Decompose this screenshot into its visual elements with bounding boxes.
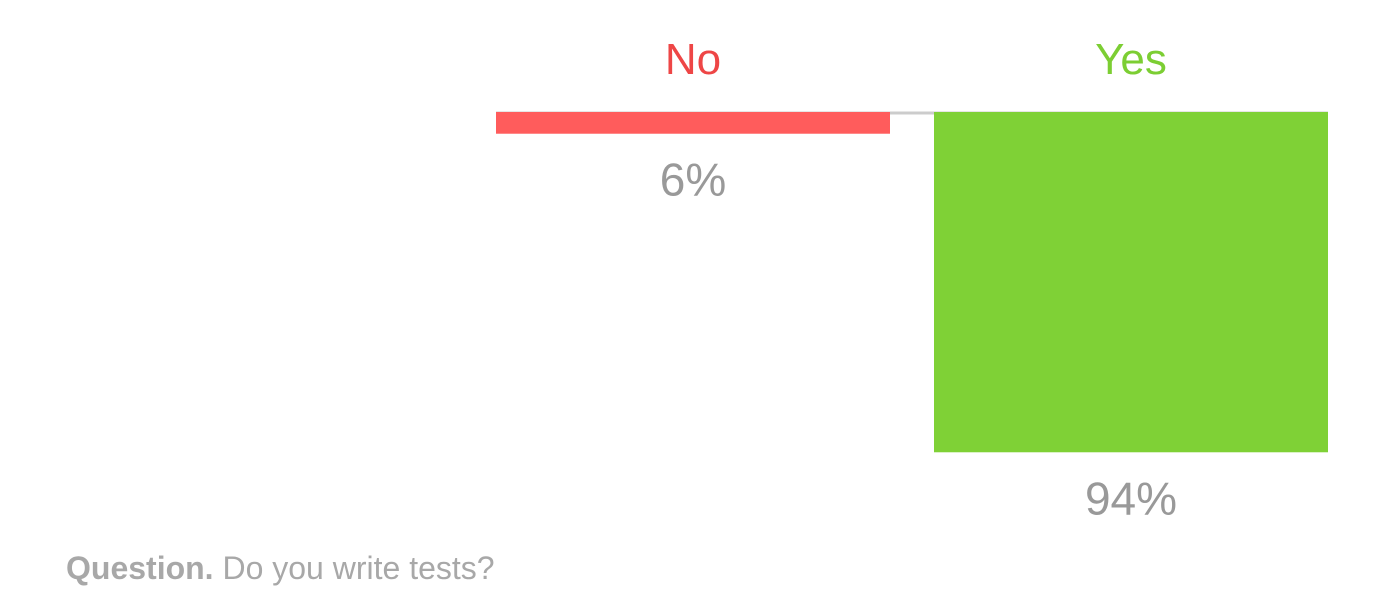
value-label-no: 6% (660, 154, 726, 206)
question-caption: Question. Do you write tests? (66, 550, 495, 587)
bar-no (496, 112, 890, 134)
bar-chart: No 6% Yes 94% (496, 35, 1328, 524)
value-label-yes: 94% (1085, 472, 1177, 524)
question-text: Do you write tests? (222, 550, 495, 586)
bar-yes (934, 112, 1328, 453)
category-label-no: No (665, 35, 721, 84)
category-label-yes: Yes (1095, 35, 1167, 84)
question-label: Question. (66, 550, 214, 586)
